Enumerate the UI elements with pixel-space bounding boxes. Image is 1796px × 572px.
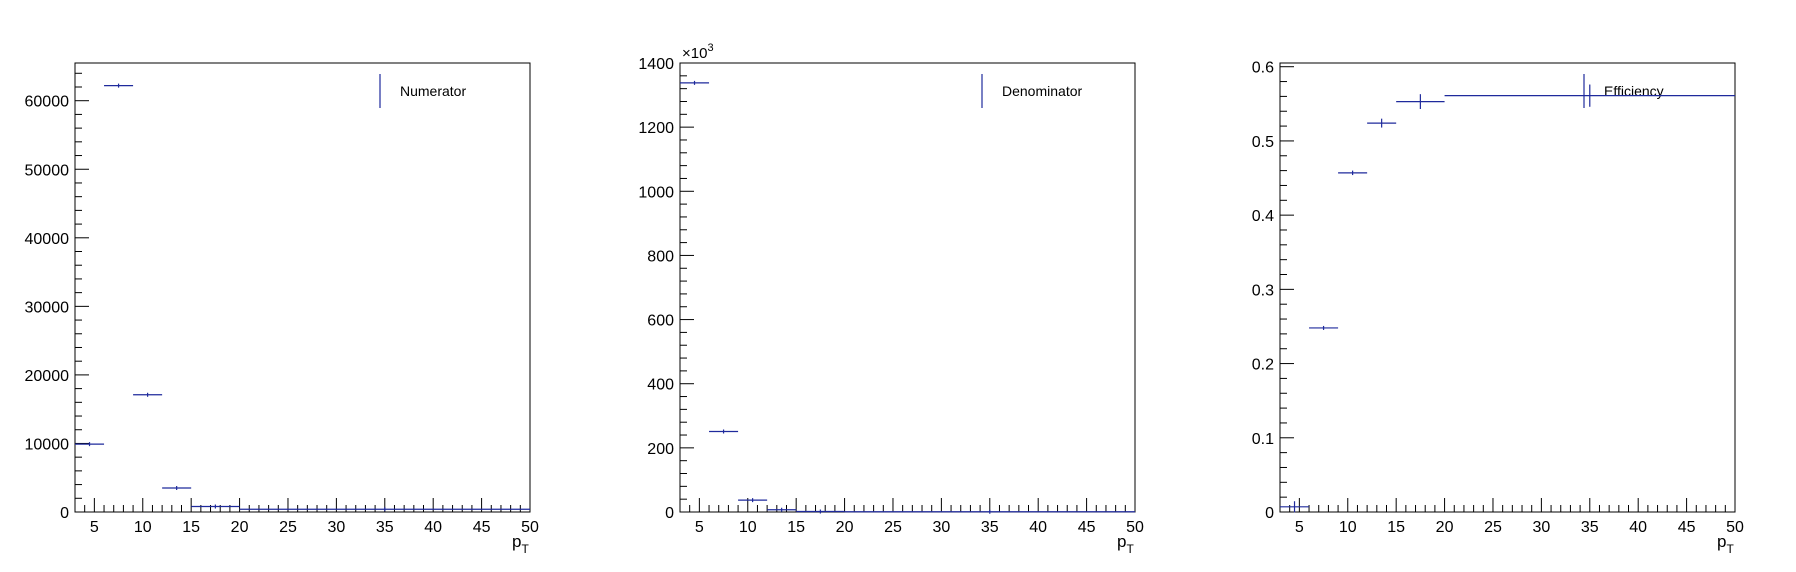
legend-label: Efficiency	[1604, 83, 1664, 99]
x-tick-label: 30	[1532, 519, 1550, 536]
y-tick-label: 800	[647, 248, 674, 265]
y-tick-label: 0.1	[1252, 431, 1274, 448]
x-tick-label: 35	[1581, 519, 1599, 536]
x-tick-label: 50	[521, 519, 539, 536]
chart-panel-1: 5 10 15 20 25 30 35 40 45 50 0 10000 20000 30000 40000…	[25, 62, 539, 556]
y-tick-label: 0.5	[1252, 134, 1274, 151]
y-exponent-label: ×103	[682, 42, 714, 62]
x-tick-label: 5	[1295, 519, 1304, 536]
x-axis-label-subscript: T	[521, 542, 529, 556]
y-tick-label: 1000	[638, 184, 674, 201]
y-tick-label: 1400	[638, 56, 674, 73]
plot-frame	[74, 62, 531, 513]
x-tick-label: 30	[932, 519, 950, 536]
x-tick-label: 25	[279, 519, 297, 536]
x-tick-label: 50	[1126, 519, 1144, 536]
legend-label: Numerator	[400, 83, 466, 99]
y-tick-label: 0	[665, 505, 674, 522]
x-tick-label: 40	[1029, 519, 1047, 536]
y-tick-label: 0.3	[1252, 282, 1274, 299]
y-tick-label: 0	[60, 505, 69, 522]
chart-panel-3: 5 10 15 20 25 30 35 40 45 5000.10.20.30.40.50.6pT…	[1252, 60, 1744, 556]
x-tick-label: 15	[787, 519, 805, 536]
y-tick-label: 0.2	[1252, 357, 1274, 374]
y-tick-label: 600	[647, 313, 674, 330]
y-tick-label: 30000	[25, 299, 70, 316]
y-tick-label: 10000	[25, 436, 70, 453]
x-tick-label: 15	[1387, 519, 1405, 536]
x-tick-label: 45	[473, 519, 491, 536]
y-tick-label: 1200	[638, 120, 674, 137]
x-tick-label: 20	[836, 519, 854, 536]
x-tick-label: 10	[1339, 519, 1357, 536]
y-tick-label: 0.6	[1252, 60, 1274, 77]
x-tick-label: 40	[424, 519, 442, 536]
x-tick-label: 10	[739, 519, 757, 536]
plot-frame	[1279, 62, 1736, 513]
x-axis-label-subscript: T	[1126, 542, 1134, 556]
x-tick-label: 45	[1078, 519, 1096, 536]
x-tick-label: 5	[695, 519, 704, 536]
y-tick-label: 40000	[25, 231, 70, 248]
y-tick-label: 0	[1265, 505, 1274, 522]
x-tick-label: 35	[981, 519, 999, 536]
x-tick-label: 20	[231, 519, 249, 536]
y-tick-label: 50000	[25, 162, 70, 179]
x-tick-label: 45	[1678, 519, 1696, 536]
x-tick-label: 30	[327, 519, 345, 536]
plot-frame	[679, 62, 1136, 513]
x-tick-label: 50	[1726, 519, 1744, 536]
y-tick-label: 60000	[25, 94, 70, 111]
x-tick-label: 20	[1436, 519, 1454, 536]
x-tick-label: 35	[376, 519, 394, 536]
x-tick-label: 25	[1484, 519, 1502, 536]
y-tick-label: 20000	[25, 368, 70, 385]
y-tick-label: 200	[647, 441, 674, 458]
x-tick-label: 5	[90, 519, 99, 536]
x-tick-label: 40	[1629, 519, 1647, 536]
x-tick-label: 15	[182, 519, 200, 536]
x-tick-label: 10	[134, 519, 152, 536]
chart-panel-2: 5 10 15 20 25 30 35 40 45 50 0 200 400 600 800 1000 1200…	[638, 42, 1144, 556]
y-exponent-power: 3	[707, 42, 713, 54]
legend-label: Denominator	[1002, 83, 1082, 99]
x-tick-label: 25	[884, 519, 902, 536]
y-tick-label: 0.4	[1252, 208, 1274, 225]
y-tick-label: 400	[647, 377, 674, 394]
x-axis-label-subscript: T	[1726, 542, 1734, 556]
